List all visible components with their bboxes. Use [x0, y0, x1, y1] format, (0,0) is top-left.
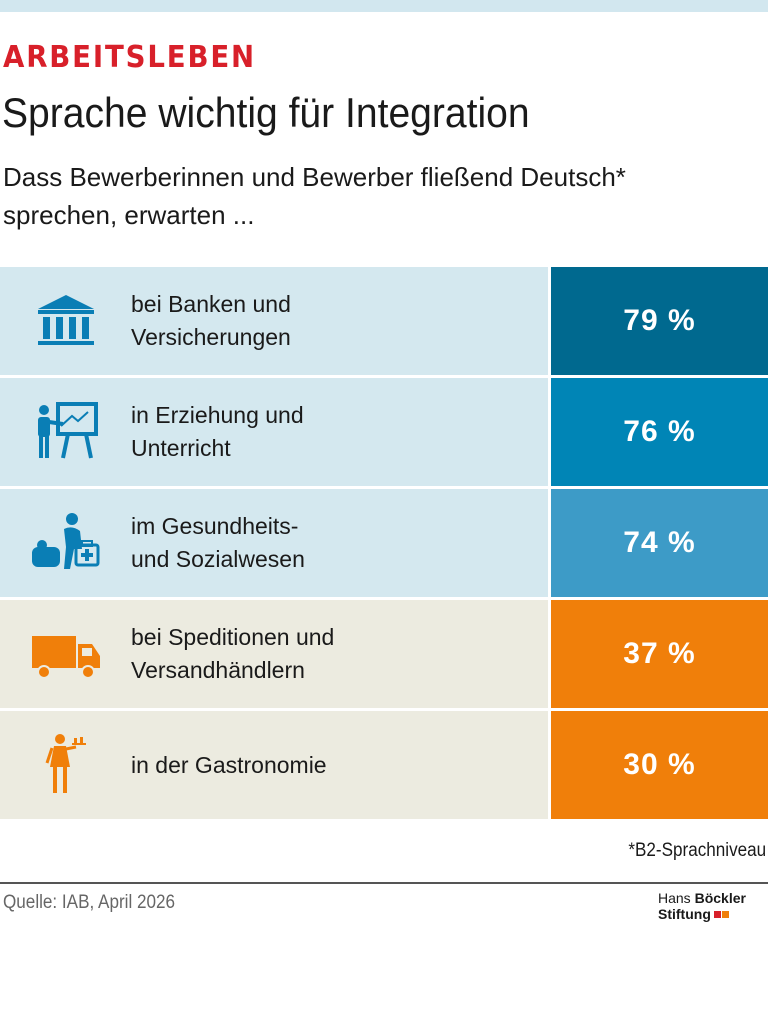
row-label-line1: in der Gastronomie	[131, 751, 327, 778]
value-cell: 30 %	[551, 711, 768, 819]
table-row: in Erziehung und Unterricht 76 %	[0, 378, 768, 486]
row-label-cell: bei Speditionen und Versandhändlern	[0, 600, 548, 708]
value-label: 74 %	[623, 526, 696, 559]
row-label-line2: und Sozialwesen	[131, 546, 305, 572]
row-label-line1: im Gesundheits-	[131, 513, 299, 539]
table-row: bei Speditionen und Versandhändlern 37 %	[0, 600, 768, 708]
value-cell: 37 %	[551, 600, 768, 708]
logo-text-bold: Böckler	[694, 890, 746, 906]
row-label-line2: Versicherungen	[131, 324, 291, 350]
row-label-line1: bei Speditionen und	[131, 624, 335, 650]
row-label: in der Gastronomie	[131, 711, 531, 819]
value-label: 30 %	[623, 748, 696, 781]
row-label-cell: bei Banken und Versicherungen	[0, 267, 548, 375]
table-row: im Gesundheits-und Sozialwesen 74 %	[0, 489, 768, 597]
page-title: Sprache wichtig für Integration	[2, 89, 530, 136]
row-label-cell: in Erziehung und Unterricht	[0, 378, 548, 486]
logo-square-orange	[721, 910, 729, 918]
row-label-line1: in Erziehung und	[131, 402, 304, 428]
logo-text-stiftung: Stiftung	[658, 906, 711, 922]
value-cell: 74 %	[551, 489, 768, 597]
value-label: 37 %	[623, 637, 696, 670]
divider	[0, 882, 768, 884]
top-color-bar	[0, 0, 768, 12]
row-label-line1: bei Banken und	[131, 291, 291, 317]
subtitle: Dass Bewerberinnen und Bewerber fließend…	[3, 162, 626, 230]
value-label: 79 %	[623, 304, 696, 337]
kicker: ARBEITSLEBEN	[3, 40, 256, 75]
value-cell: 79 %	[551, 267, 768, 375]
logo-square-red	[713, 910, 721, 918]
table-row: in der Gastronomie 30 %	[0, 711, 768, 819]
row-label: bei Banken und Versicherungen	[131, 267, 531, 375]
row-label-line2: Versandhändlern	[131, 657, 305, 683]
value-label: 76 %	[623, 415, 696, 448]
row-label: bei Speditionen und Versandhändlern	[131, 600, 531, 708]
logo-text-regular: Hans	[658, 890, 691, 906]
logo: Hans Böckler Stiftung	[658, 891, 758, 927]
row-label: im Gesundheits-und Sozialwesen	[131, 489, 531, 597]
value-cell: 76 %	[551, 378, 768, 486]
teacher-icon	[30, 400, 102, 464]
bank-icon	[30, 289, 102, 353]
row-label-cell: in der Gastronomie	[0, 711, 548, 819]
row-label-cell: im Gesundheits-und Sozialwesen	[0, 489, 548, 597]
row-label-line2: Unterricht	[131, 435, 231, 461]
caregiver-icon	[30, 511, 102, 575]
table-row: bei Banken und Versicherungen 79 %	[0, 267, 768, 375]
source: Quelle: IAB, April 2026	[3, 892, 176, 913]
truck-icon	[30, 622, 102, 686]
row-label: in Erziehung und Unterricht	[131, 378, 531, 486]
waitress-icon	[30, 733, 102, 797]
footnote: *B2-Sprachniveau	[628, 840, 766, 861]
